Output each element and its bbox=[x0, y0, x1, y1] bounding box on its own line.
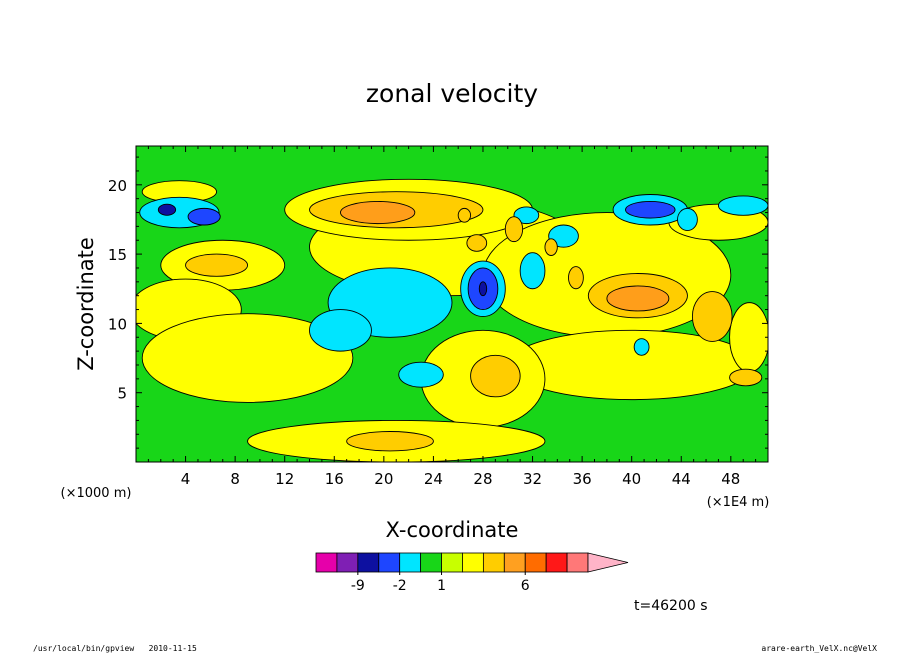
contour-region-orange bbox=[185, 253, 248, 277]
contour-region-orange bbox=[457, 207, 472, 223]
colorbar-tick-label: -9 bbox=[351, 578, 365, 594]
contour-region-cyan bbox=[513, 206, 540, 225]
colorbar-bin bbox=[336, 552, 359, 573]
colorbar-tick-labels: -9 -2 1 6 bbox=[351, 572, 530, 594]
contour-region-orange bbox=[470, 354, 521, 398]
footer-left: /usr/local/bin/gpview 2010-11-15 bbox=[33, 644, 197, 653]
x-tick-label: 36 bbox=[573, 470, 592, 488]
x-tick-label: 8 bbox=[230, 470, 240, 488]
contour-region-orange bbox=[729, 368, 763, 387]
contour-region-yellow bbox=[141, 313, 354, 403]
x-tick-label: 40 bbox=[622, 470, 641, 488]
colorbar-bin bbox=[399, 552, 422, 573]
colorbar-bin bbox=[378, 552, 401, 573]
contour-region-blue bbox=[625, 200, 676, 219]
contour-region-cyan bbox=[677, 207, 698, 231]
contour-region-yellow bbox=[729, 302, 768, 373]
plot-frame bbox=[135, 145, 769, 463]
y-tick-label: 5 bbox=[117, 385, 127, 403]
colorbar-bin bbox=[420, 552, 442, 573]
x-unit-left: (×1000 m) bbox=[61, 486, 132, 501]
colorbar-bin bbox=[566, 552, 589, 573]
colorbar-bin bbox=[357, 552, 380, 573]
colorbar-bin bbox=[545, 552, 568, 573]
contour-region-cyan bbox=[398, 361, 444, 388]
x-tick-label: 24 bbox=[424, 470, 443, 488]
contour-region-cyan bbox=[309, 309, 372, 352]
contour-region-orange bbox=[346, 431, 434, 452]
plot-area bbox=[136, 146, 768, 462]
contour-region-blue bbox=[187, 207, 221, 226]
y-tick-label: 20 bbox=[108, 177, 127, 195]
contour-region-orange bbox=[504, 216, 524, 243]
y-axis-label: Z-coordinate bbox=[74, 237, 98, 371]
colorbar-tick-label: -2 bbox=[393, 578, 407, 594]
contour-region-cyan bbox=[633, 338, 650, 356]
chart-title: zonal velocity bbox=[366, 79, 538, 108]
contour-regions bbox=[136, 178, 768, 462]
x-axis-label: X-coordinate bbox=[386, 518, 519, 542]
contour-region-orange bbox=[544, 238, 558, 256]
x-tick-label: 12 bbox=[275, 470, 294, 488]
x-tick-label: 16 bbox=[325, 470, 344, 488]
colorbar-tick-label: 1 bbox=[437, 578, 446, 594]
colorbar-overflow-arrow bbox=[587, 552, 629, 573]
contour-region-cyan bbox=[717, 195, 768, 216]
x-tick-label: 48 bbox=[721, 470, 740, 488]
colorbar-bin bbox=[315, 552, 338, 573]
colorbar-bin bbox=[441, 552, 463, 573]
colorbar bbox=[315, 552, 629, 573]
x-unit-right: (×1E4 m) bbox=[707, 495, 770, 510]
contour-region-cyan bbox=[519, 252, 546, 290]
colorbar-bin bbox=[524, 552, 547, 573]
contour-region-orange bbox=[568, 266, 584, 290]
colorbar-bin bbox=[462, 552, 484, 573]
y-tick-label: 15 bbox=[108, 246, 127, 264]
colorbar-bin bbox=[482, 552, 505, 573]
x-tick-label: 32 bbox=[523, 470, 542, 488]
y-axis-ticks: 5 10 15 20 bbox=[108, 156, 768, 449]
x-axis-ticks: 4 8 12 16 20 24 28 32 36 40 44 48 bbox=[147, 146, 757, 488]
colorbar-bin bbox=[503, 552, 526, 573]
contour-region-orange bbox=[466, 234, 488, 252]
time-label: t=46200 s bbox=[634, 598, 708, 614]
y-tick-label: 10 bbox=[108, 315, 127, 333]
x-tick-label: 28 bbox=[473, 470, 492, 488]
contour-region-dorange bbox=[340, 200, 416, 225]
contour-region-orange bbox=[691, 291, 733, 342]
contour-region-dblue bbox=[157, 203, 177, 216]
colorbar-tick-label: 6 bbox=[521, 578, 530, 594]
x-tick-label: 20 bbox=[374, 470, 393, 488]
contour-region-dblue bbox=[478, 281, 488, 297]
contour-region-dorange bbox=[606, 285, 670, 312]
x-tick-label: 44 bbox=[672, 470, 691, 488]
footer-right: arare-earth_VelX.nc@VelX bbox=[761, 644, 877, 653]
x-tick-label: 4 bbox=[181, 470, 191, 488]
